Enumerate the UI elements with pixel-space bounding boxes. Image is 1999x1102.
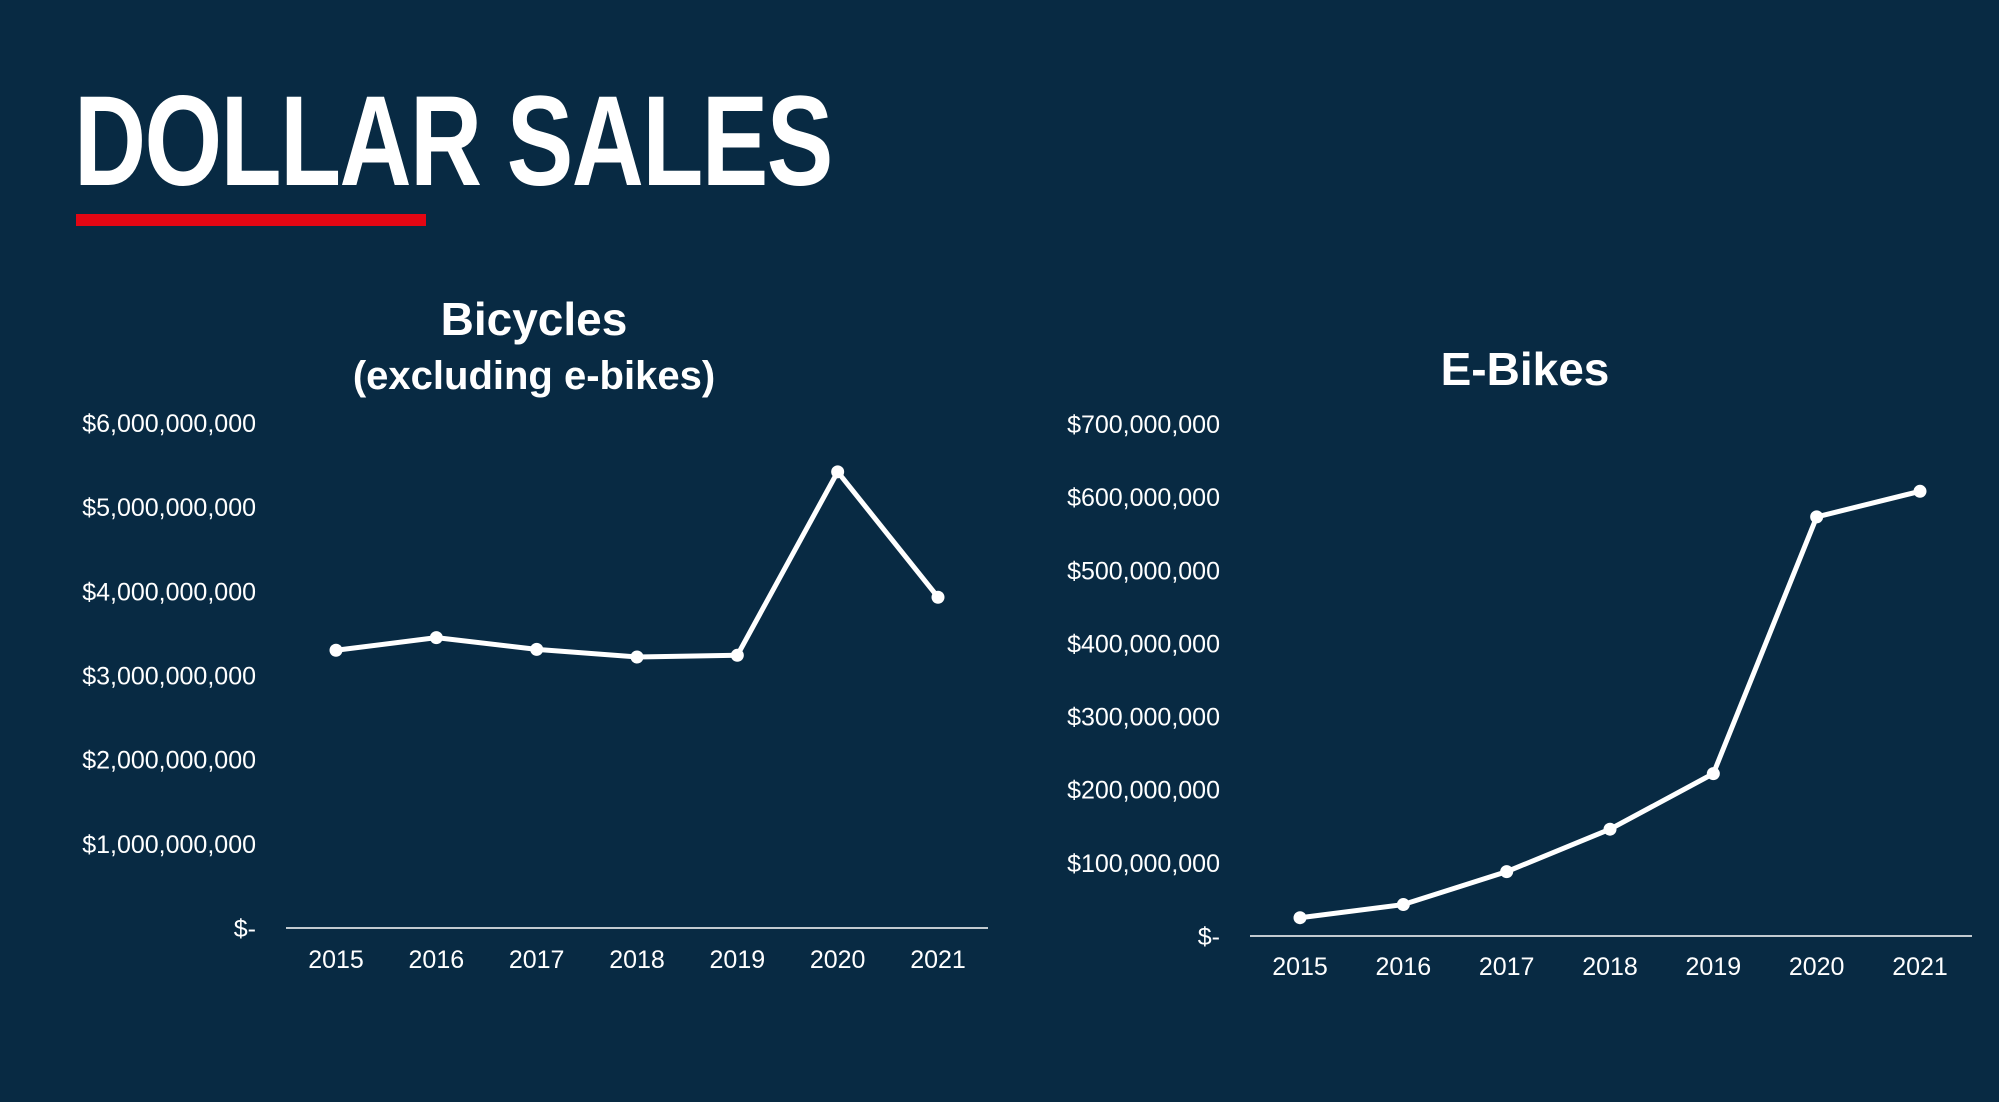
x-tick-label: 2020 xyxy=(1789,953,1845,981)
y-tick-label: $200,000,000 xyxy=(1067,777,1220,805)
x-tick-label: 2018 xyxy=(609,946,665,974)
data-point-2019 xyxy=(730,648,744,662)
data-point-2018 xyxy=(630,650,644,664)
y-tick-label: $- xyxy=(1198,923,1220,951)
x-tick-label: 2020 xyxy=(810,946,866,974)
data-point-2020 xyxy=(1810,510,1824,524)
data-point-2018 xyxy=(1603,822,1617,836)
x-tick-label: 2019 xyxy=(1686,953,1742,981)
series-line xyxy=(1299,488,1921,921)
x-tick-label: 2021 xyxy=(910,946,966,974)
y-tick-label: $2,000,000,000 xyxy=(82,747,256,775)
data-point-2015 xyxy=(1293,911,1307,925)
y-tick-label: $100,000,000 xyxy=(1067,850,1220,878)
data-point-2019 xyxy=(1706,767,1720,781)
bicycles-line-chart: $- $1,000,000,000 $2,000,000,000 $3,000,000… xyxy=(82,410,988,974)
chart-title-bicycles: Bicycles xyxy=(440,293,628,345)
title-underline xyxy=(76,214,426,226)
x-tick-label: 2015 xyxy=(1272,953,1328,981)
y-tick-label: $700,000,000 xyxy=(1067,411,1220,439)
y-tick-label: $400,000,000 xyxy=(1067,630,1220,658)
x-tick-label: 2017 xyxy=(509,946,565,974)
data-point-2021 xyxy=(1913,484,1927,498)
data-point-2017 xyxy=(1500,865,1514,879)
x-tick-label: 2016 xyxy=(409,946,465,974)
data-point-2016 xyxy=(1396,898,1410,912)
y-tick-label: $300,000,000 xyxy=(1067,704,1220,732)
chart-subtitle-bicycles: (excluding e-bikes) xyxy=(352,354,716,398)
x-tick-label: 2019 xyxy=(710,946,766,974)
y-tick-label: $4,000,000,000 xyxy=(82,578,256,606)
y-tick-label: $500,000,000 xyxy=(1067,557,1220,585)
data-point-2017 xyxy=(530,642,544,656)
y-tick-label: $3,000,000,000 xyxy=(82,663,256,691)
x-tick-label: 2015 xyxy=(308,946,364,974)
x-tick-label: 2021 xyxy=(1892,953,1948,981)
x-tick-label: 2018 xyxy=(1582,953,1638,981)
y-tick-label: $5,000,000,000 xyxy=(82,494,256,522)
ebikes-line-chart: $- $100,000,000 $200,000,000 $300,000,000 $4… xyxy=(1067,411,1972,981)
data-point-2015 xyxy=(329,643,343,657)
page-title: DOLLAR SALES xyxy=(74,70,833,213)
chart-title-ebikes: E-Bikes xyxy=(1440,343,1610,395)
y-tick-label: $600,000,000 xyxy=(1067,484,1220,512)
y-tick-label: $6,000,000,000 xyxy=(82,410,256,438)
series-line xyxy=(335,469,940,660)
data-point-2020 xyxy=(831,465,845,479)
x-tick-label: 2016 xyxy=(1376,953,1432,981)
data-point-2016 xyxy=(429,631,443,645)
y-tick-label: $1,000,000,000 xyxy=(82,831,256,859)
data-point-2021 xyxy=(931,590,945,604)
x-tick-label: 2017 xyxy=(1479,953,1535,981)
y-tick-label: $- xyxy=(234,915,256,943)
